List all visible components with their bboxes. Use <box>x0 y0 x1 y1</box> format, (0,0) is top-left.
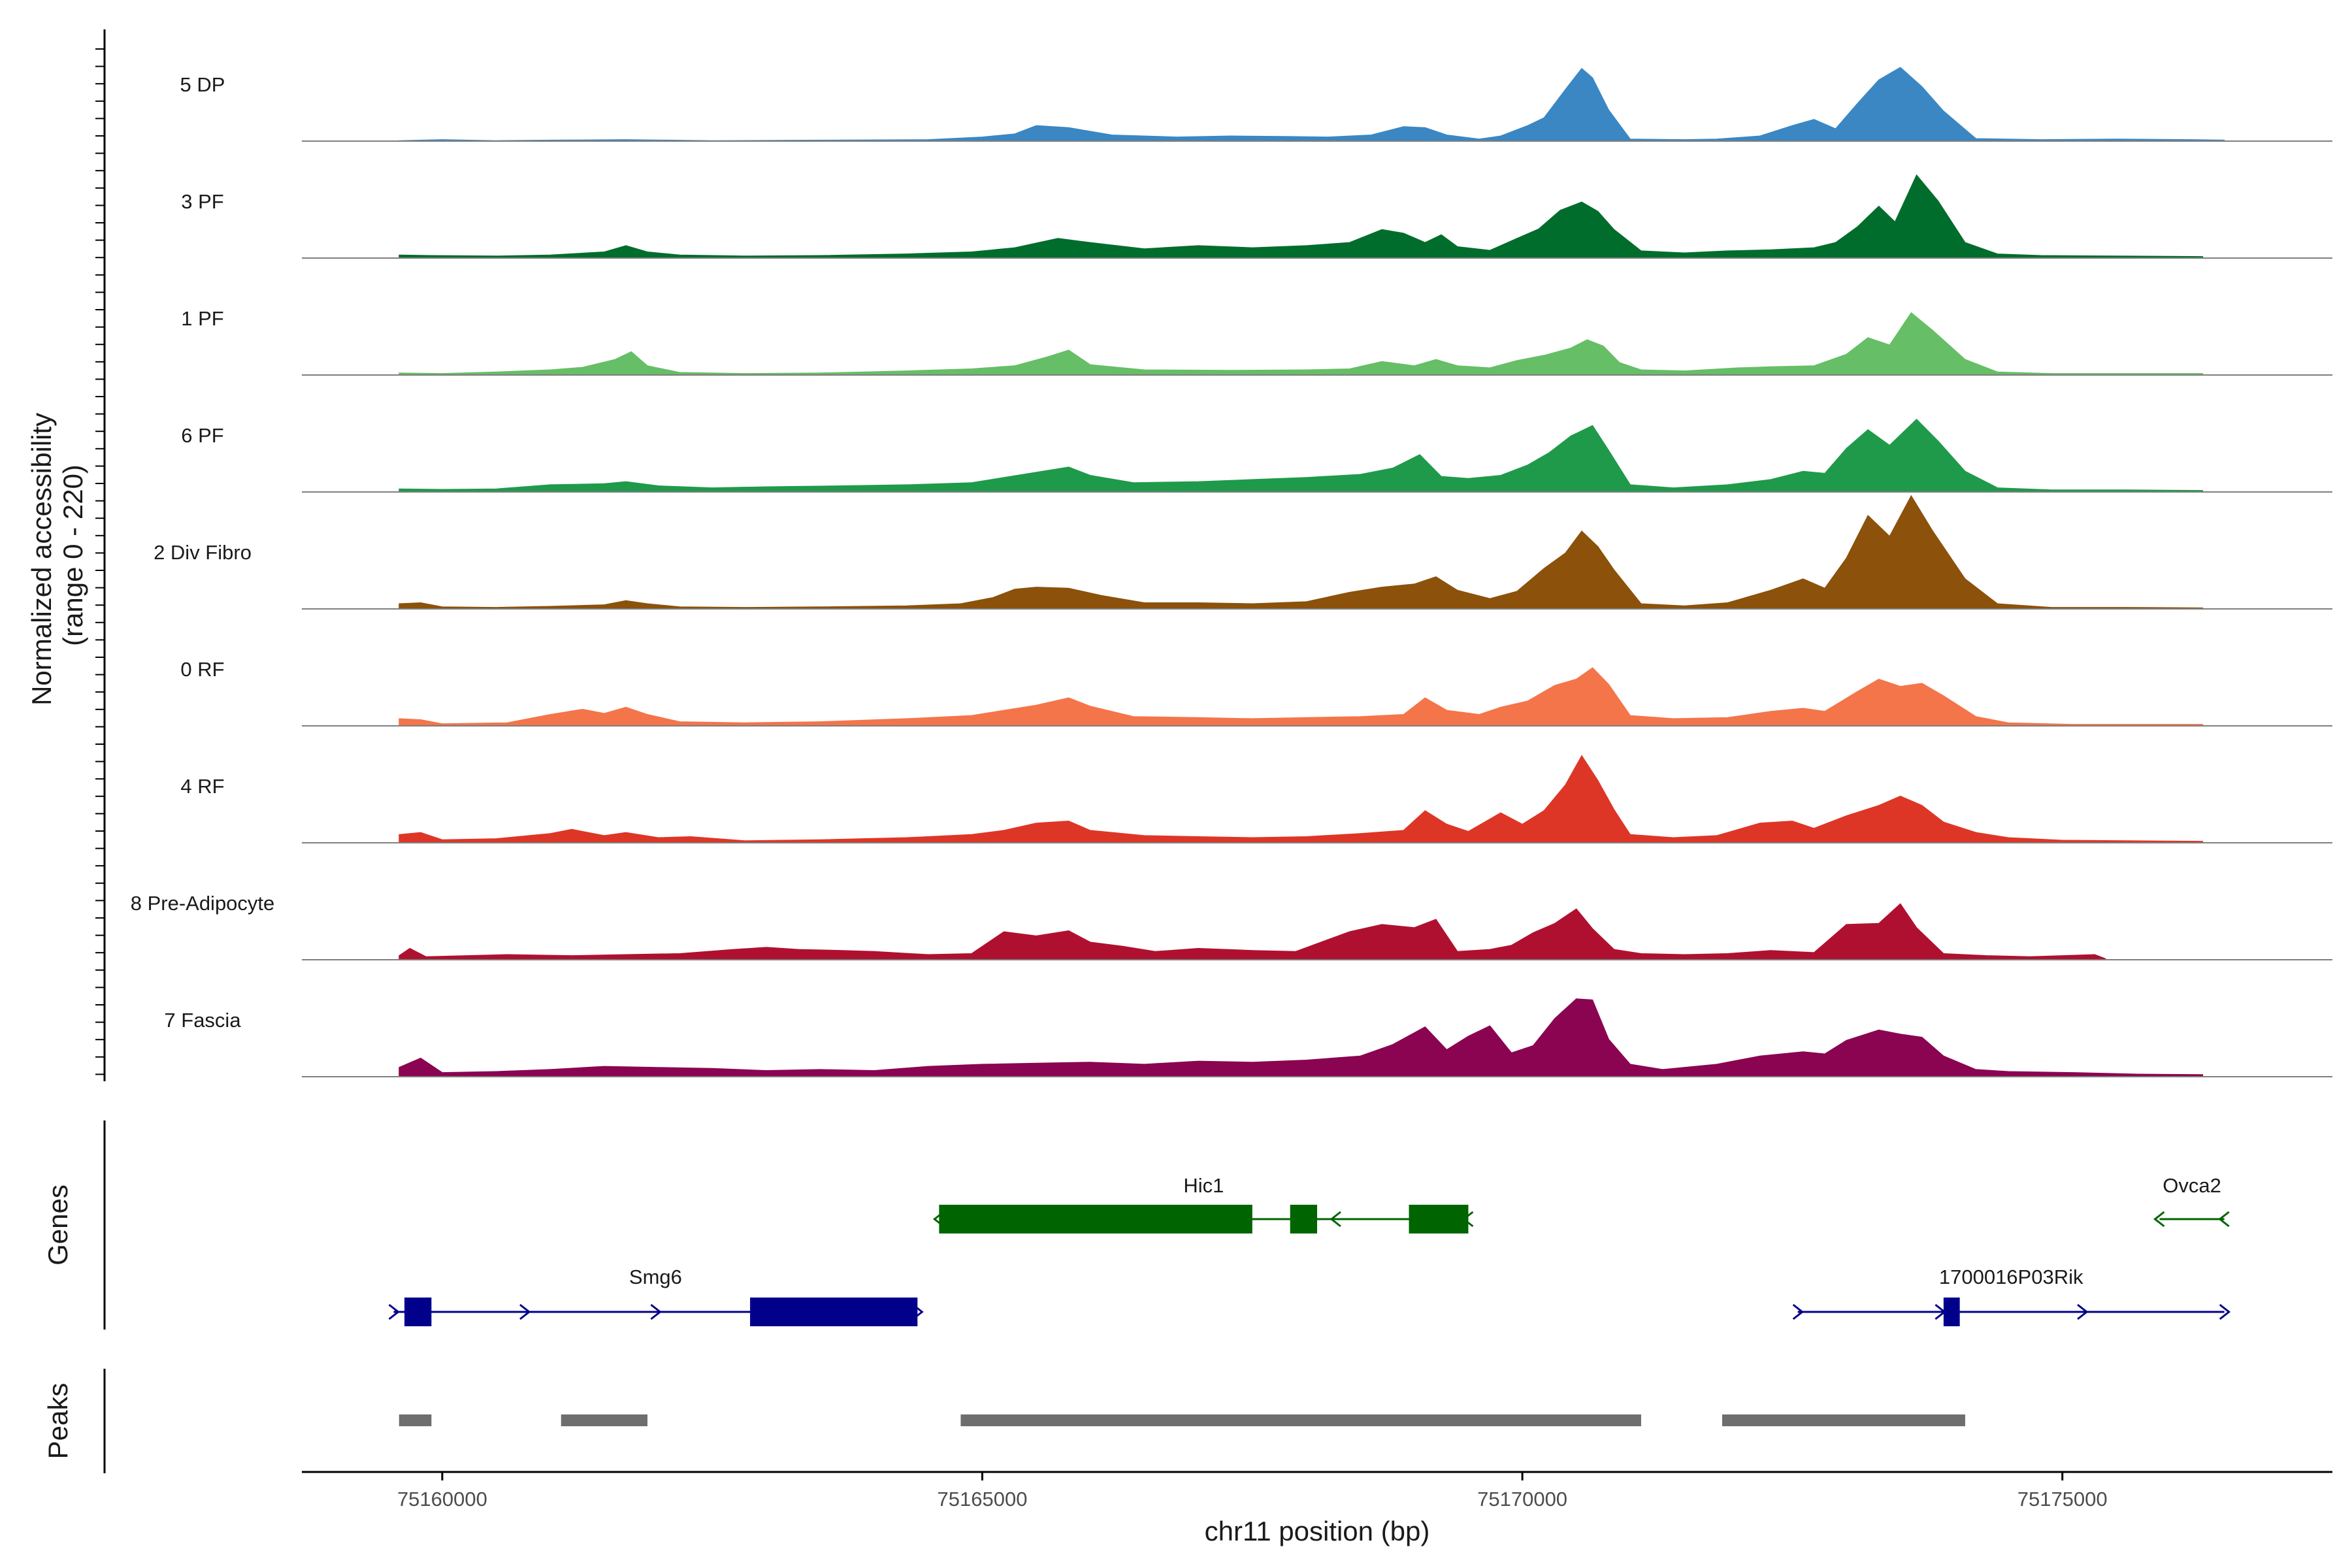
track-label-7-fascia: 7 Fascia <box>164 1009 241 1032</box>
track-label-3-pf: 3 PF <box>181 190 223 213</box>
exon-1700016p03rik <box>1943 1298 1960 1326</box>
peak-region <box>1722 1414 1965 1426</box>
y-axis-title-line-2: (range 0 - 220) <box>57 465 88 646</box>
peak-region <box>561 1414 648 1426</box>
exon-smg6 <box>404 1298 432 1326</box>
strand-arrow <box>650 1303 662 1320</box>
x-tick-label: 75175000 <box>2017 1488 2108 1511</box>
track-label-4-rf: 4 RF <box>180 775 224 798</box>
gene-label-smg6: Smg6 <box>629 1266 682 1288</box>
gene-label-1700016p03rik: 1700016P03Rik <box>1939 1266 2083 1288</box>
x-tick-label: 75165000 <box>938 1488 1028 1511</box>
exon-hic1 <box>1409 1205 1469 1233</box>
gene-label-hic1: Hic1 <box>1183 1174 1224 1197</box>
track-label-5-dp: 5 DP <box>180 73 225 96</box>
strand-arrow <box>2219 1303 2231 1320</box>
track-label-6-pf: 6 PF <box>181 424 223 447</box>
strand-arrow <box>2077 1303 2089 1320</box>
coverage-area-4-rf <box>399 755 2204 843</box>
coverage-tracks <box>302 67 2332 1077</box>
x-tick-label: 75160000 <box>397 1488 487 1511</box>
genes-panel-title: Genes <box>42 1184 73 1266</box>
exon-hic1 <box>939 1205 1252 1233</box>
exon-hic1 <box>1290 1205 1317 1233</box>
coverage-area-7-fascia <box>399 998 2204 1077</box>
strand-arrow <box>1792 1303 1805 1320</box>
track-labels: 5 DP 3 PF 1 PF 6 PF 2 Div Fibro 0 RF 4 RF 8 Pre… <box>131 73 275 1032</box>
y-axis-ticks <box>95 48 105 1075</box>
peaks-panel-title: Peaks <box>42 1383 73 1460</box>
track-label-8-pre-adipocyte: 8 Pre-Adipocyte <box>131 892 275 915</box>
exon-smg6 <box>750 1298 918 1326</box>
y-axis-title-line-1: Normalized accessibility <box>26 413 57 706</box>
gene-models: Hic1 Ovca2 Smg6 1700016P03Rik <box>388 1174 2231 1326</box>
x-axis-title: chr11 position (bp) <box>1205 1516 1430 1546</box>
coverage-area-8-pre-adipocyte <box>399 903 2106 960</box>
track-label-0-rf: 0 RF <box>180 658 224 681</box>
coverage-area-3-pf <box>399 174 2204 259</box>
x-axis-ticks: 75160000 75165000 75170000 75175000 <box>397 1472 2108 1511</box>
strand-arrow <box>2153 1211 2165 1228</box>
y-axis-title: Normalized accessibility (range 0 - 220) <box>26 405 88 706</box>
strand-arrow <box>519 1303 531 1320</box>
track-label-2-div-fibro: 2 Div Fibro <box>154 541 252 564</box>
peak-region <box>399 1414 432 1426</box>
peak-regions <box>399 1414 1965 1426</box>
coverage-area-0-rf <box>399 667 2204 727</box>
peak-region <box>960 1414 1641 1426</box>
strand-arrow <box>2218 1211 2230 1228</box>
strand-arrow <box>388 1303 400 1320</box>
coverage-area-1-pf <box>399 312 2204 376</box>
coverage-area-2-div-fibro <box>399 495 2204 610</box>
track-label-1-pf: 1 PF <box>181 307 223 330</box>
strand-arrow <box>1330 1211 1341 1228</box>
gene-label-ovca2: Ovca2 <box>2163 1174 2221 1197</box>
coverage-area-5-dp <box>399 67 2225 142</box>
coverage-area-6-pf <box>399 418 2204 493</box>
x-tick-label: 75170000 <box>1477 1488 1567 1511</box>
